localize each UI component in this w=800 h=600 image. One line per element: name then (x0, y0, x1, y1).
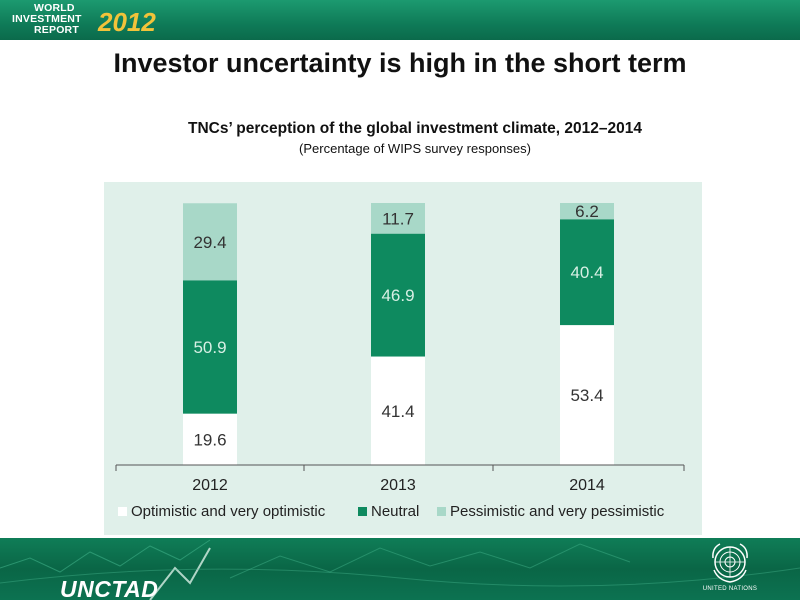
logo-line-1: WORLD (34, 2, 75, 14)
x-tick-label-2013: 2013 (380, 477, 416, 494)
chart-title: TNCs’ perception of the global investmen… (188, 120, 642, 137)
footer-chart-lines-decoration (0, 539, 800, 600)
header-band: WORLD INVESTMENT REPORT 2012 (0, 0, 800, 40)
chart-area: 19.6 50.9 29.4 41.4 46.9 11.7 53.4 40.4 6.2 2012… (104, 182, 702, 535)
un-label: UNITED NATIONS (702, 586, 758, 592)
data-label-2014-series-0: 53.4 (570, 386, 603, 405)
data-label-2014-series-1: 40.4 (570, 263, 603, 282)
x-tick-label-2012: 2012 (192, 477, 228, 494)
bar-2013-series-2 (371, 203, 425, 234)
bar-2013-series-0 (371, 356, 425, 465)
data-label-2013-series-2: 11.7 (382, 209, 414, 228)
data-label-2013-series-0: 41.4 (381, 402, 414, 421)
legend-swatch-2 (437, 507, 446, 516)
bar-2012-series-2 (183, 203, 237, 281)
un-emblem-icon (712, 543, 748, 583)
bar-2014-series-2 (560, 203, 614, 220)
report-logo: WORLD INVESTMENT REPORT 2012 (12, 2, 156, 38)
data-label-2012-series-2: 29.4 (193, 233, 226, 252)
legend-label-1: Neutral (371, 503, 419, 520)
bar-2014-series-1 (560, 219, 614, 326)
footer-band: UNCTAD UNITED NATIONS (0, 538, 800, 600)
legend-swatch-1 (358, 507, 367, 516)
bar-2012-series-0 (183, 413, 237, 465)
bar-2013-series-1 (371, 233, 425, 357)
logo-line-2: INVESTMENT (12, 13, 82, 25)
unctad-logo: UNCTAD (60, 576, 159, 600)
bar-2012-series-1 (183, 280, 237, 414)
logo-year: 2012 (98, 7, 156, 37)
stacked-bar-chart: 19.6 50.9 29.4 41.4 46.9 11.7 53.4 40.4 6.2 2012… (104, 182, 702, 535)
data-label-2013-series-1: 46.9 (381, 286, 414, 305)
chart-subtitle: (Percentage of WIPS survey responses) (299, 141, 531, 156)
data-label-2012-series-0: 19.6 (193, 430, 226, 449)
legend-label-0: Optimistic and very optimistic (131, 503, 326, 520)
legend-swatch-0 (118, 507, 127, 516)
bar-2014-series-0 (560, 325, 614, 465)
data-label-2012-series-1: 50.9 (193, 338, 226, 357)
logo-line-3: REPORT (34, 24, 79, 36)
legend-label-2: Pessimistic and very pessimistic (450, 503, 665, 520)
x-tick-label-2014: 2014 (569, 477, 605, 494)
slide-title: Investor uncertainty is high in the shor… (113, 48, 687, 78)
data-label-2014-series-2: 6.2 (575, 202, 599, 221)
